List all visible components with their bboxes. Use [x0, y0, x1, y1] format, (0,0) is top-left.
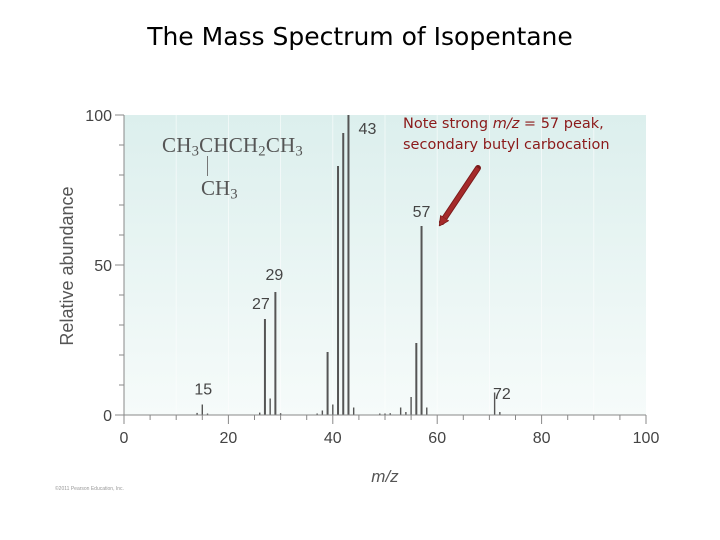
- peak-bar-mz-29: [274, 292, 277, 415]
- formula-branch-bond: [207, 156, 208, 176]
- peak-bar-mz-57: [420, 226, 423, 415]
- annotation-arrow-fill: [442, 166, 480, 222]
- peak-label-72: 72: [493, 386, 511, 403]
- peak-bar-mz-49: [379, 413, 381, 415]
- peak-bar-mz-26: [259, 412, 261, 415]
- peak-bar-mz-28: [269, 398, 271, 415]
- y-tick-label: 0: [103, 408, 112, 425]
- peak-bar-mz-41: [337, 166, 340, 415]
- peak-bar-mz-38: [321, 410, 324, 415]
- x-tick-label: 100: [633, 430, 660, 447]
- peak-bar-mz-54: [405, 412, 407, 415]
- x-tick-label: 20: [220, 430, 238, 447]
- peak-bar-mz-72: [499, 412, 501, 415]
- y-tick-label: 100: [85, 108, 112, 125]
- peak-bar-mz-51: [389, 413, 391, 415]
- peak-bar-mz-27: [263, 319, 266, 415]
- annotation-note: Note strong m/z = 57 peak, secondary but…: [403, 116, 610, 153]
- peak-bar-mz-55: [410, 397, 412, 415]
- peak-bar-mz-71: [493, 392, 496, 415]
- peak-label-27: 27: [252, 296, 270, 313]
- peak-bar-mz-14: [196, 412, 198, 415]
- x-tick-label: 0: [120, 430, 129, 447]
- peak-bar-mz-42: [342, 133, 345, 415]
- peak-label-57: 57: [413, 204, 431, 221]
- peak-label-15: 15: [194, 382, 212, 399]
- peak-bar-mz-43: [347, 115, 350, 415]
- x-tick-label: 40: [324, 430, 342, 447]
- y-tick-label: 50: [94, 258, 112, 275]
- slide-title: The Mass Spectrum of Isopentane: [147, 22, 573, 51]
- y-axis-label: Relative abundance: [57, 186, 77, 345]
- peak-bar-mz-39: [326, 352, 329, 415]
- formula-main-chain: CH3CHCH2CH3: [162, 133, 303, 160]
- x-tick-label: 80: [533, 430, 551, 447]
- peak-bar-mz-58: [426, 407, 428, 415]
- peak-bar-mz-53: [399, 407, 402, 415]
- peak-bar-mz-56: [415, 343, 418, 415]
- peak-bar-mz-30: [279, 413, 282, 415]
- formula-branch-methyl: CH3: [201, 176, 238, 203]
- x-axis-label: m/z: [371, 467, 399, 486]
- copyright-credit: ©2011 Pearson Education, Inc.: [55, 486, 124, 492]
- peak-bar-mz-15: [201, 404, 203, 415]
- peak-label-29: 29: [265, 267, 283, 284]
- peak-bar-mz-37: [316, 413, 318, 415]
- peak-bar-mz-40: [332, 404, 334, 415]
- peak-bar-mz-44: [352, 407, 355, 415]
- peak-bar-mz-50: [384, 413, 386, 415]
- peak-label-43: 43: [359, 121, 377, 138]
- x-tick-label: 60: [428, 430, 446, 447]
- peak-bar-mz-16: [206, 413, 209, 415]
